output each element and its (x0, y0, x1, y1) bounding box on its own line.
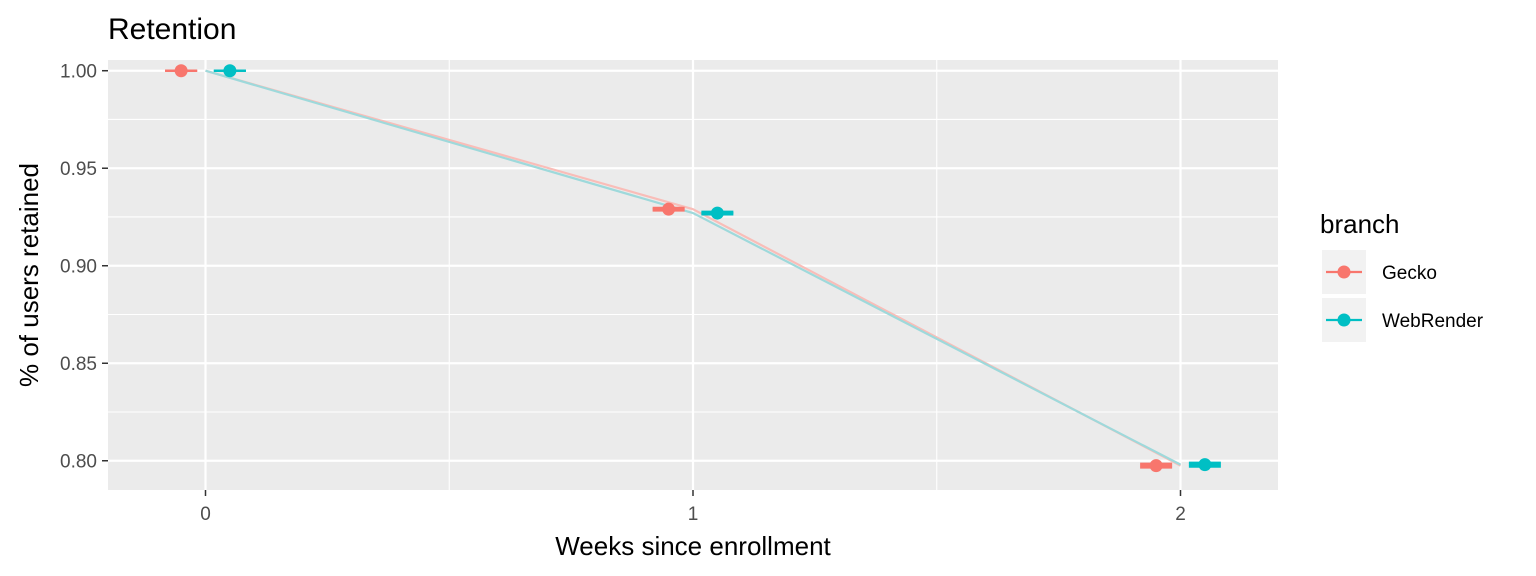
point-gecko (174, 64, 188, 78)
data-points (174, 64, 1212, 473)
chart-title: Retention (108, 13, 236, 46)
point-webrender (710, 206, 724, 220)
y-tick-label: 0.80 (60, 452, 97, 473)
y-axis: 0.80 0.85 0.90 0.95 1.00 (60, 62, 108, 473)
legend-label-webrender: WebRender (1382, 311, 1484, 332)
series-line-webrender (205, 69, 1182, 466)
legend-label-gecko: Gecko (1382, 263, 1437, 284)
point-webrender (223, 64, 237, 78)
y-tick-label: 0.90 (60, 257, 97, 278)
legend: branch Gecko WebRender (1320, 209, 1484, 342)
trend-lines (205, 69, 1182, 467)
x-axis: 0 1 2 (200, 490, 1186, 525)
x-tick-label: 1 (688, 504, 699, 525)
y-tick-label: 0.95 (60, 159, 97, 180)
major-gridlines (108, 60, 1278, 490)
point-gecko (1149, 459, 1163, 473)
y-axis-title: % of users retained (14, 163, 44, 387)
x-tick-label: 0 (200, 504, 211, 525)
legend-key-point-webrender (1337, 313, 1351, 327)
x-axis-title: Weeks since enrollment (555, 531, 831, 561)
legend-title: branch (1320, 209, 1400, 239)
x-tick-label: 2 (1175, 504, 1186, 525)
point-webrender (1198, 458, 1212, 472)
legend-key-point-gecko (1337, 265, 1351, 279)
point-gecko (662, 202, 676, 216)
y-tick-label: 0.85 (60, 354, 97, 375)
y-tick-label: 1.00 (60, 62, 97, 83)
